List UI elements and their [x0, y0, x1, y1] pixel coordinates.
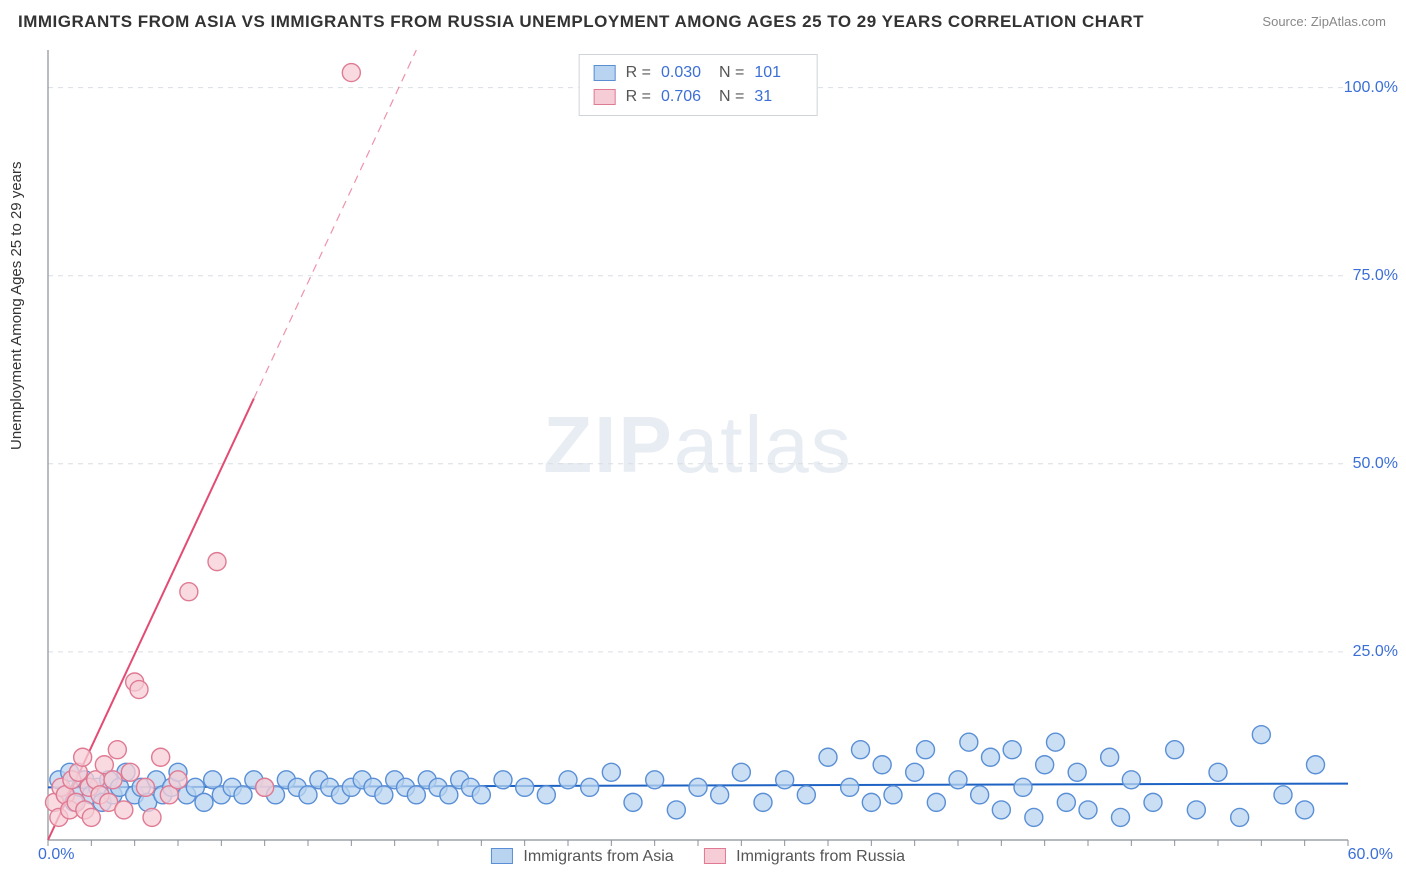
y-tick: 75.0% [1353, 267, 1398, 285]
scatter-plot: ZIPatlas R = 0.030 N = 101 R = 0.706 N =… [48, 50, 1348, 840]
x-tick-end: 60.0% [1348, 846, 1393, 864]
source-attribution: Source: ZipAtlas.com [1262, 14, 1386, 29]
legend-item-russia: Immigrants from Russia [704, 848, 905, 866]
plot-svg [48, 50, 1348, 840]
legend-row-asia: R = 0.030 N = 101 [594, 61, 803, 85]
chart-title: IMMIGRANTS FROM ASIA VS IMMIGRANTS FROM … [18, 12, 1144, 32]
correlation-legend: R = 0.030 N = 101 R = 0.706 N = 31 [579, 54, 818, 116]
swatch-russia [594, 89, 616, 105]
y-axis-label: Unemployment Among Ages 25 to 29 years [8, 161, 25, 450]
legend-n-russia: 31 [754, 85, 802, 109]
y-tick: 50.0% [1353, 455, 1398, 473]
swatch-asia-icon [491, 848, 513, 864]
swatch-russia-icon [704, 848, 726, 864]
legend-n-label: N = [719, 61, 744, 85]
legend-r-asia: 0.030 [661, 61, 709, 85]
legend-item-asia: Immigrants from Asia [491, 848, 674, 866]
source-value: ZipAtlas.com [1311, 14, 1386, 29]
x-tick-start: 0.0% [38, 846, 74, 864]
source-label: Source: [1262, 14, 1307, 29]
legend-row-russia: R = 0.706 N = 31 [594, 85, 803, 109]
legend-label-russia: Immigrants from Russia [736, 848, 905, 865]
legend-r-label: R = [626, 85, 651, 109]
legend-label-asia: Immigrants from Asia [523, 848, 673, 865]
legend-r-russia: 0.706 [661, 85, 709, 109]
legend-r-label: R = [626, 61, 651, 85]
y-tick: 100.0% [1344, 79, 1398, 97]
swatch-asia [594, 65, 616, 81]
series-legend: Immigrants from Asia Immigrants from Rus… [491, 848, 905, 866]
legend-n-label: N = [719, 85, 744, 109]
y-tick: 25.0% [1353, 643, 1398, 661]
legend-n-asia: 101 [754, 61, 802, 85]
